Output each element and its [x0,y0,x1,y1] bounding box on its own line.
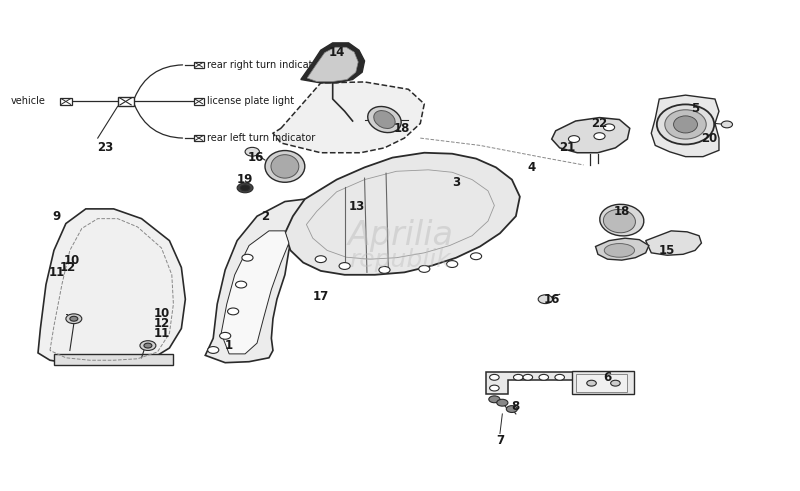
Text: republik: republik [350,248,451,272]
Circle shape [490,375,499,380]
Ellipse shape [604,244,634,257]
Text: 11: 11 [48,266,65,279]
Circle shape [722,121,733,128]
Ellipse shape [271,155,299,178]
Polygon shape [221,231,289,354]
Text: Aprilia: Aprilia [347,219,454,252]
Circle shape [446,261,458,268]
Text: 3: 3 [452,175,460,189]
Text: 18: 18 [394,122,410,135]
Bar [194,135,204,141]
Circle shape [610,380,620,386]
Text: 6: 6 [603,371,611,384]
Circle shape [523,375,533,380]
Circle shape [245,147,259,156]
Polygon shape [307,47,358,82]
Circle shape [586,380,596,386]
Circle shape [235,281,246,288]
Text: 16: 16 [543,293,560,306]
Circle shape [603,124,614,131]
Text: vehicle: vehicle [11,96,46,107]
Text: 12: 12 [59,261,75,274]
Circle shape [490,385,499,391]
Polygon shape [646,231,702,255]
Circle shape [315,256,326,263]
Text: 10: 10 [154,307,170,320]
Polygon shape [486,373,582,394]
Text: 19: 19 [237,173,254,186]
Circle shape [555,375,565,380]
Text: 22: 22 [591,117,608,130]
Polygon shape [38,209,186,365]
Polygon shape [552,117,630,153]
Circle shape [514,375,523,380]
Text: 7: 7 [496,434,504,447]
Text: 15: 15 [659,244,675,257]
Circle shape [418,266,430,273]
Text: 13: 13 [349,200,365,213]
Text: 8: 8 [512,400,520,413]
Polygon shape [285,153,520,275]
Text: 12: 12 [154,317,170,330]
Text: 21: 21 [559,141,576,154]
Text: license plate light: license plate light [207,96,294,107]
Bar [572,371,634,394]
Text: 16: 16 [247,151,264,164]
Text: 1: 1 [225,339,234,352]
Ellipse shape [603,210,635,233]
Bar [576,375,627,392]
Circle shape [242,254,253,261]
Text: 4: 4 [528,161,536,174]
Ellipse shape [374,110,395,129]
Ellipse shape [265,151,305,182]
Text: 14: 14 [329,46,345,59]
Circle shape [339,263,350,270]
Bar [118,97,134,107]
Text: 9: 9 [52,210,61,223]
Ellipse shape [674,116,698,133]
Circle shape [470,253,482,260]
Text: rear left turn indicator: rear left turn indicator [207,133,315,143]
Bar [194,62,204,68]
Text: 20: 20 [702,132,718,144]
Circle shape [144,343,152,348]
Circle shape [70,316,78,321]
Bar [194,98,204,105]
Circle shape [506,406,518,412]
Ellipse shape [600,204,644,236]
Circle shape [539,375,549,380]
Text: 2: 2 [261,210,269,223]
Polygon shape [206,199,313,363]
Ellipse shape [657,105,714,144]
Polygon shape [54,354,174,365]
Text: rear right turn indicator: rear right turn indicator [207,60,322,70]
Ellipse shape [665,110,706,139]
Bar [59,98,72,106]
Circle shape [489,396,500,403]
Circle shape [538,295,553,303]
Text: 17: 17 [313,290,329,303]
Text: 5: 5 [691,102,699,115]
Circle shape [219,332,230,339]
Ellipse shape [368,107,401,133]
Polygon shape [301,43,365,83]
Text: 23: 23 [98,141,114,154]
Text: 10: 10 [64,254,80,267]
Circle shape [497,399,508,406]
Circle shape [66,314,82,324]
Circle shape [140,341,156,351]
Text: 18: 18 [614,205,630,218]
Circle shape [240,185,250,191]
Circle shape [237,183,253,193]
Circle shape [379,267,390,273]
Circle shape [569,136,579,142]
Circle shape [208,347,218,354]
Polygon shape [273,82,424,153]
Polygon shape [651,95,719,157]
Circle shape [594,133,605,139]
Polygon shape [595,238,649,260]
Text: 11: 11 [154,327,170,340]
Circle shape [227,308,238,315]
